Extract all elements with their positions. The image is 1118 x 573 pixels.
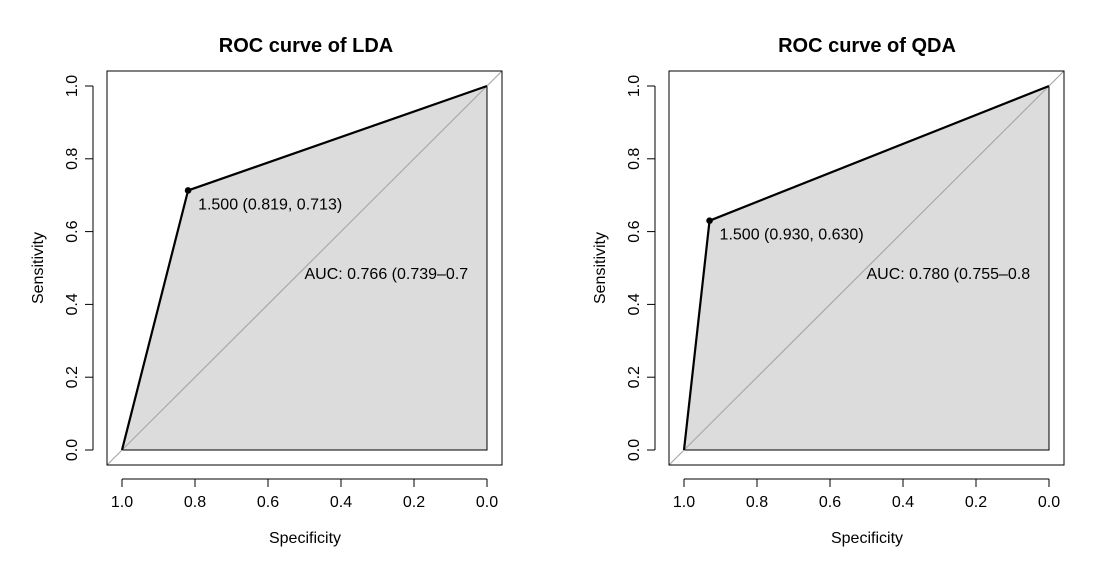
y-tick-label: 0.0 (64, 439, 81, 461)
x-tick-label: 0.6 (819, 494, 841, 511)
y-tick-label: 0.4 (626, 293, 643, 315)
y-axis-title: Sensitivity (592, 232, 609, 304)
y-tick-label: 0.8 (64, 148, 81, 170)
y-tick-label: 1.0 (626, 75, 643, 97)
y-tick-label: 0.6 (64, 220, 81, 242)
roc-chart-2: 1.500 (0.930, 0.630) AUC: 0.780 (0.755–0.… (592, 35, 1065, 547)
x-tick-label: 0.0 (1038, 494, 1060, 511)
y-tick-label: 0.0 (626, 439, 643, 461)
chart-title: ROC curve of QDA (778, 35, 956, 57)
x-axis-title: Specificity (831, 530, 903, 547)
y-axis-title: Sensitivity (30, 232, 47, 304)
x-tick-label: 0.8 (746, 494, 768, 511)
y-tick-label: 0.8 (626, 148, 643, 170)
y-tick-label: 0.4 (64, 293, 81, 315)
y-tick-label: 1.0 (64, 75, 81, 97)
x-tick-label: 0.2 (965, 494, 987, 511)
chance-diagonal-line (668, 70, 1065, 466)
x-tick-label: 0.8 (184, 494, 206, 511)
threshold-point-label: 1.500 (0.930, 0.630) (720, 227, 864, 244)
y-tick-label: 0.6 (626, 220, 643, 242)
x-tick-label: 0.6 (257, 494, 279, 511)
y-tick-label: 0.2 (64, 366, 81, 388)
y-tick-label: 0.2 (626, 366, 643, 388)
plot-frame (668, 70, 1065, 466)
x-tick-label: 1.0 (111, 494, 133, 511)
roc-chart-1: 1.500 (0.819, 0.713) AUC: 0.766 (0.739–0.… (30, 35, 503, 547)
auc-label: AUC: 0.780 (0.755–0.8 (867, 266, 1031, 283)
threshold-point (184, 187, 192, 194)
x-tick-label: 0.4 (330, 494, 352, 511)
x-tick-label: 0.0 (476, 494, 498, 511)
chart-title: ROC curve of LDA (219, 35, 393, 57)
threshold-point (706, 217, 713, 224)
x-tick-label: 0.2 (403, 494, 425, 511)
x-axis-title: Specificity (269, 530, 341, 547)
auc-label: AUC: 0.766 (0.739–0.7 (305, 266, 469, 283)
x-tick-label: 0.4 (892, 494, 914, 511)
chance-diagonal-line (106, 70, 503, 466)
plot-frame (106, 70, 503, 466)
threshold-point-label: 1.500 (0.819, 0.713) (198, 196, 342, 213)
x-tick-label: 1.0 (673, 494, 695, 511)
